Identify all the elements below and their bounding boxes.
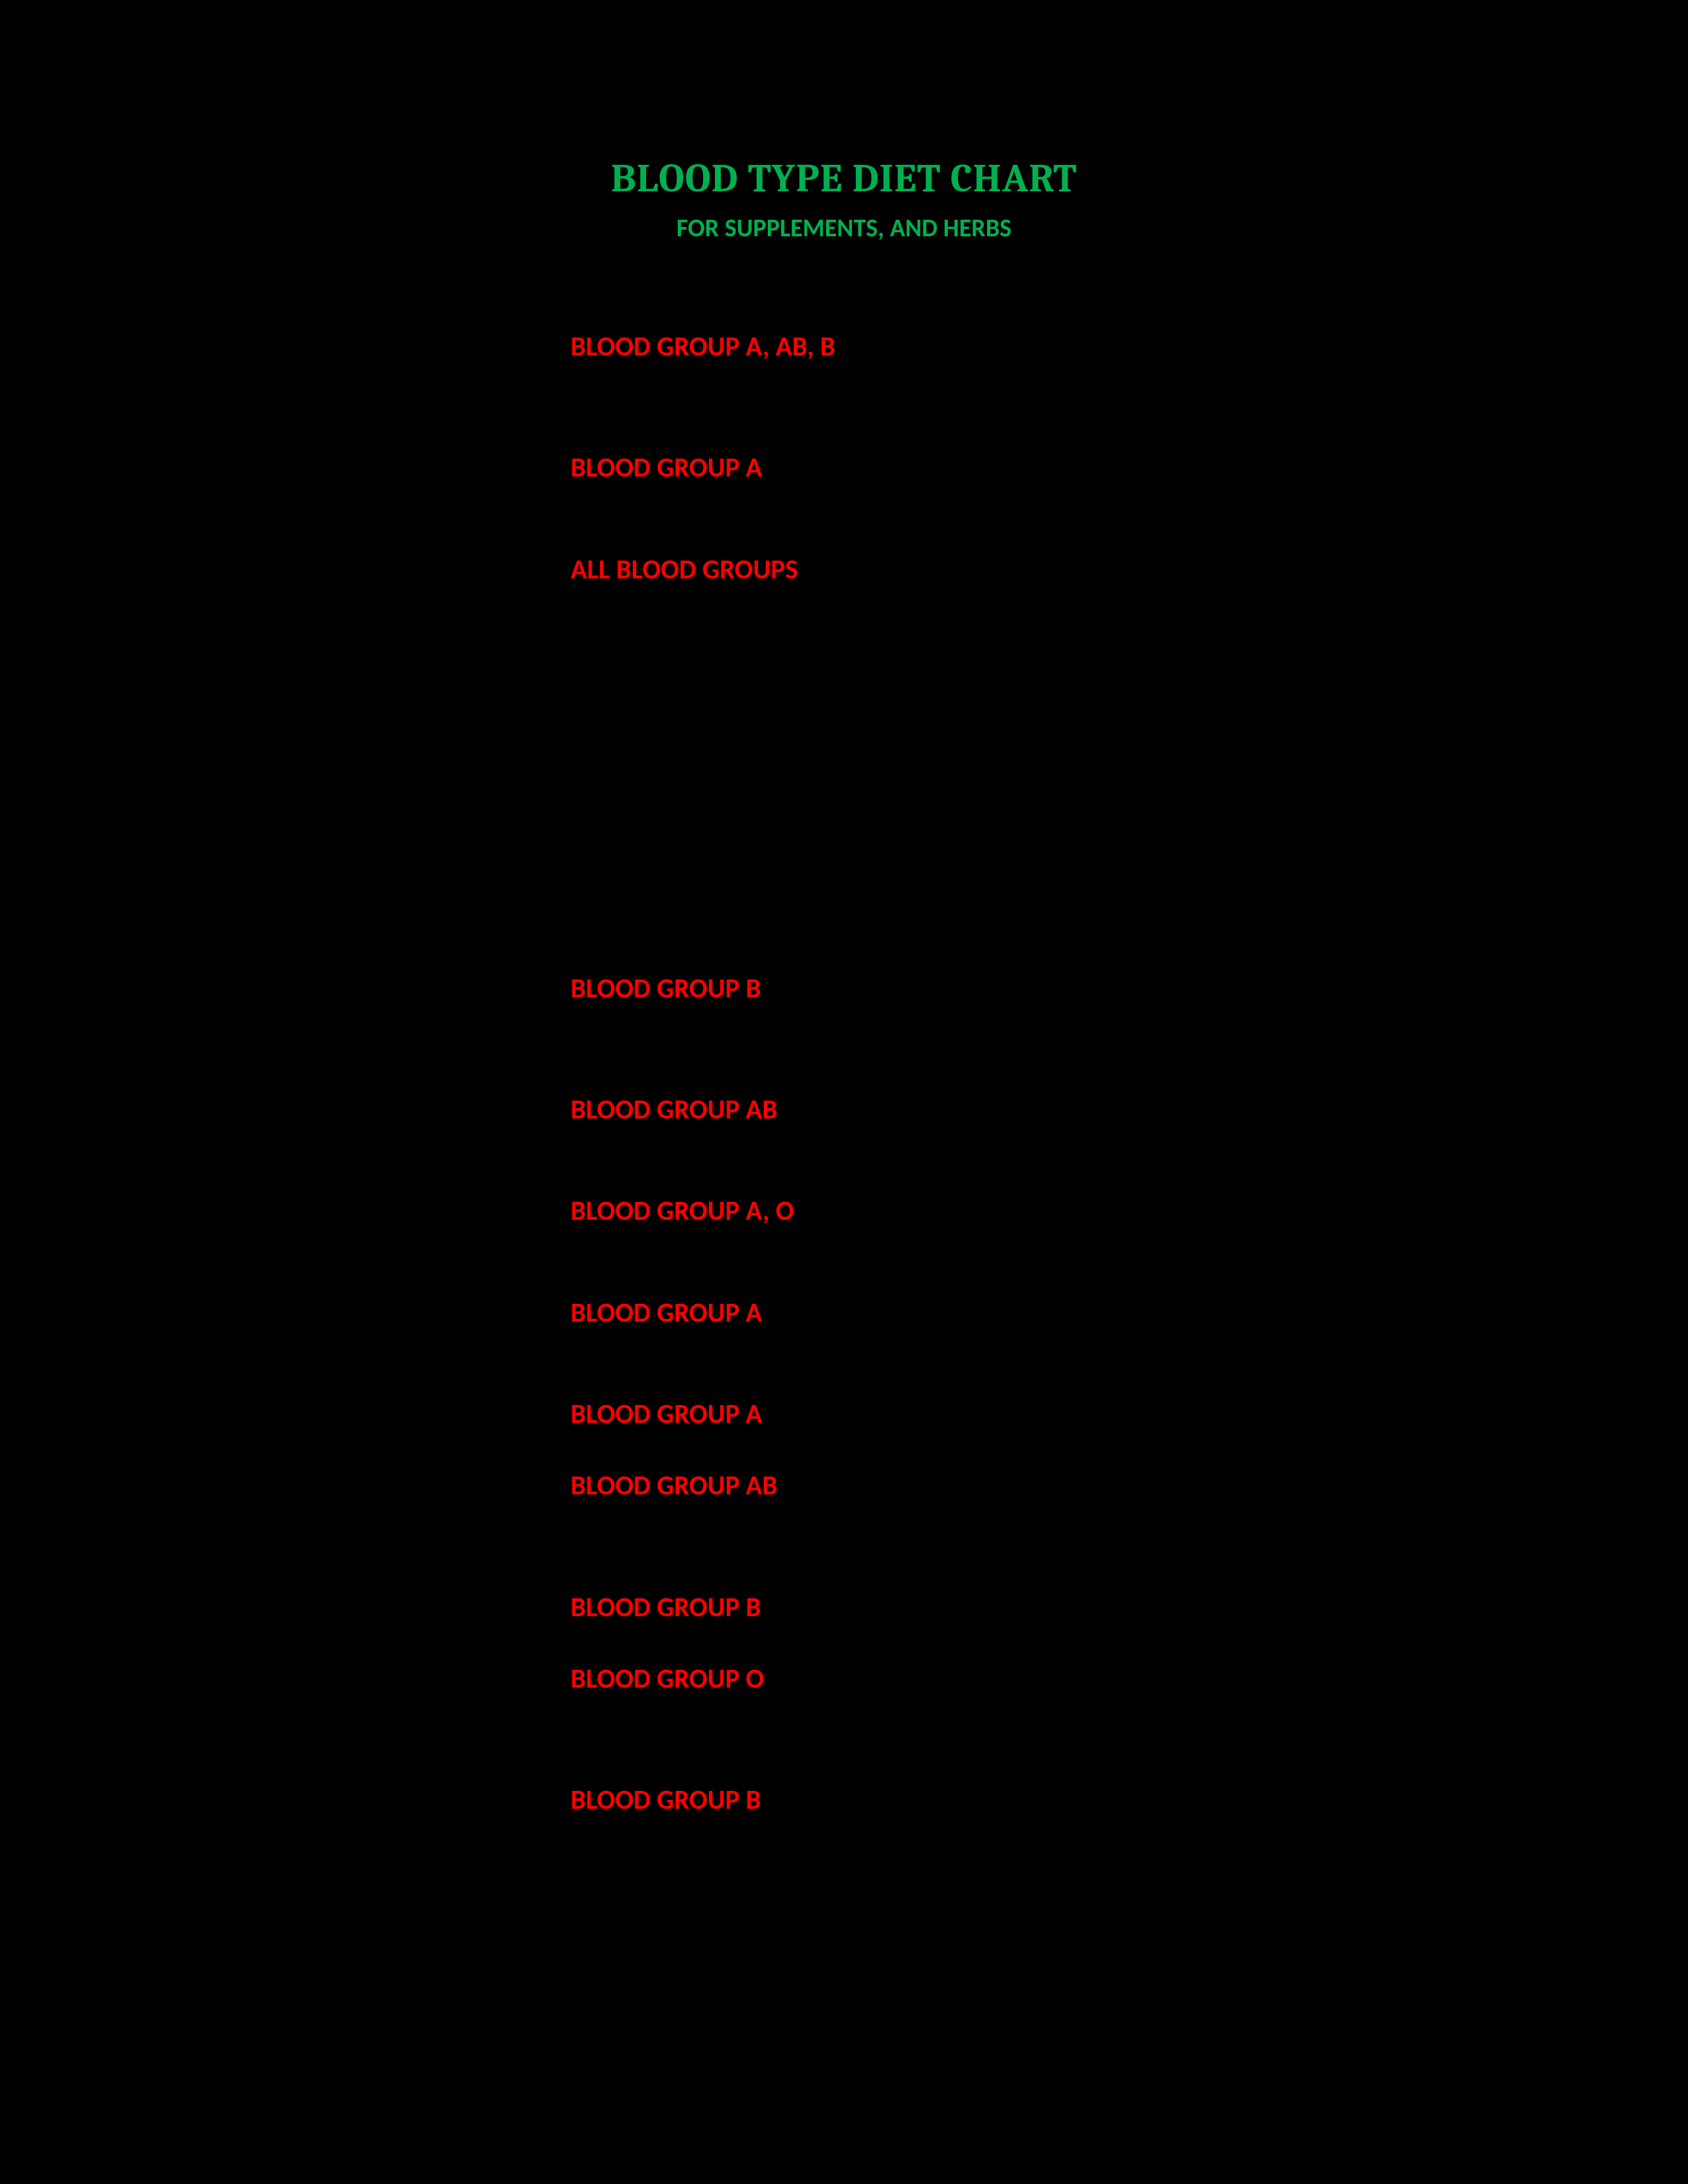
blood-group-entry: ALL BLOOD GROUPS xyxy=(571,553,1688,588)
spacer xyxy=(571,1331,1688,1397)
blood-group-entry: BLOOD GROUP AB xyxy=(571,1093,1688,1128)
blood-group-entry: BLOOD GROUP A xyxy=(571,1296,1688,1331)
blood-group-entry: BLOOD GROUP A xyxy=(571,1397,1688,1432)
blood-group-entry: BLOOD GROUP A xyxy=(571,451,1688,486)
page-title: BLOOD TYPE DIET CHART xyxy=(0,156,1688,201)
spacer xyxy=(571,588,1688,972)
spacer xyxy=(571,1504,1688,1590)
blood-group-entry: BLOOD GROUP A, O xyxy=(571,1194,1688,1229)
spacer xyxy=(571,365,1688,451)
blood-group-entry: BLOOD GROUP B xyxy=(571,1783,1688,1818)
blood-group-entry: BLOOD GROUP AB xyxy=(571,1469,1688,1504)
blood-group-entry: BLOOD GROUP B xyxy=(571,972,1688,1007)
spacer xyxy=(571,1007,1688,1093)
page-subtitle: FOR SUPPLEMENTS, AND HERBS xyxy=(0,213,1688,244)
entries-list: BLOOD GROUP A, AB, B BLOOD GROUP A ALL BLO… xyxy=(571,330,1688,1855)
document-page: BLOOD TYPE DIET CHART FOR SUPPLEMENTS, A… xyxy=(0,0,1688,2184)
spacer xyxy=(571,1819,1688,1855)
spacer xyxy=(571,1432,1688,1469)
spacer xyxy=(571,486,1688,553)
spacer xyxy=(571,1230,1688,1296)
spacer xyxy=(571,1625,1688,1662)
blood-group-entry: BLOOD GROUP A, AB, B xyxy=(571,330,1688,365)
spacer xyxy=(571,1697,1688,1783)
spacer xyxy=(571,1128,1688,1194)
blood-group-entry: BLOOD GROUP B xyxy=(571,1590,1688,1625)
blood-group-entry: BLOOD GROUP O xyxy=(571,1662,1688,1697)
